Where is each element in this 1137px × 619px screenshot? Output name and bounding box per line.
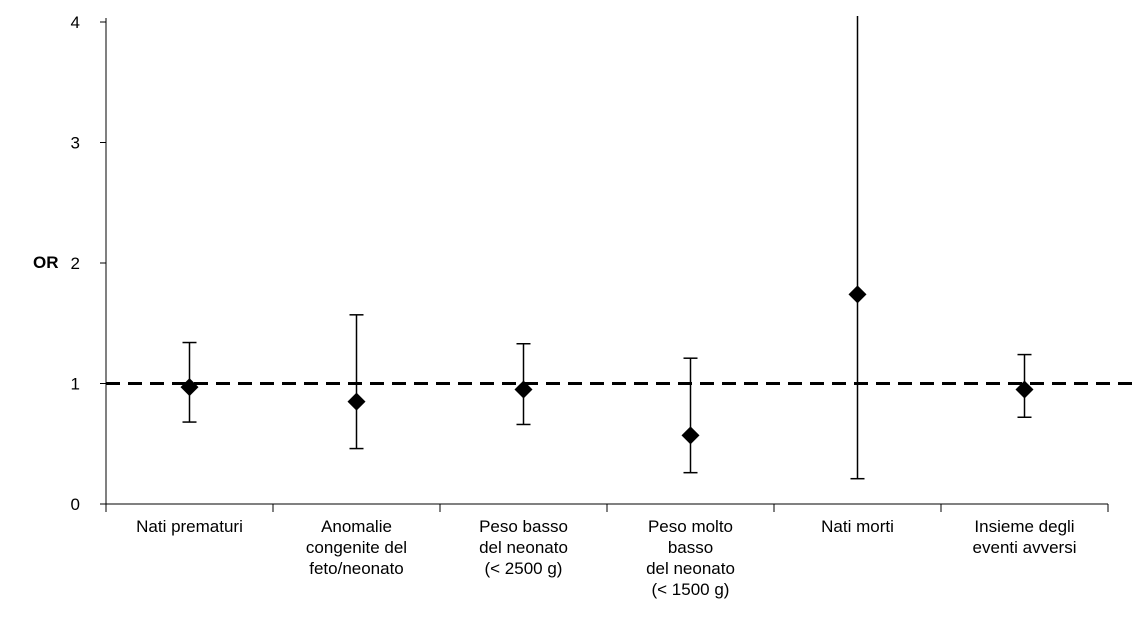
odds-ratio-point: [347, 392, 366, 411]
y-axis-label: OR: [33, 253, 59, 272]
y-tick-label: 2: [71, 254, 80, 273]
odds-ratio-point: [848, 285, 867, 304]
odds-ratio-point: [681, 426, 700, 445]
category-label-line: Peso molto: [648, 517, 733, 536]
category-label-line: eventi avversi: [973, 538, 1077, 557]
category-label-line: del neonato: [646, 559, 735, 578]
category-label: Nati morti: [821, 517, 894, 536]
category-label-line: congenite del: [306, 538, 407, 557]
category-label-line: (< 2500 g): [485, 559, 563, 578]
axes: 0 1 2 3 4: [71, 13, 1109, 514]
odds-ratio-point: [180, 378, 199, 397]
y-tick-label: 4: [71, 13, 80, 32]
category-label: Peso molto basso del neonato (< 1500 g): [646, 517, 735, 599]
category-label-line: Insieme degli: [974, 517, 1074, 536]
category-labels: Nati prematuri Anomalie congenite del feto/…: [136, 517, 1076, 599]
category-label-line: Nati prematuri: [136, 517, 243, 536]
category-label: Nati prematuri: [136, 517, 243, 536]
y-tick-label: 1: [71, 375, 80, 394]
category-label-line: (< 1500 g): [652, 580, 730, 599]
category-label-line: Peso basso: [479, 517, 568, 536]
y-tick-label: 0: [71, 495, 80, 514]
category-label-line: Nati morti: [821, 517, 894, 536]
category-label-line: basso: [668, 538, 713, 557]
odds-ratio-point: [1015, 380, 1034, 399]
category-label-line: feto/neonato: [309, 559, 404, 578]
odds-ratio-point: [514, 380, 533, 399]
data-marks: [180, 15, 1034, 480]
category-label-line: Anomalie: [321, 517, 392, 536]
category-label: Peso basso del neonato (< 2500 g): [479, 517, 568, 578]
category-label: Insieme degli eventi avversi: [973, 517, 1077, 557]
y-tick-label: 3: [71, 134, 80, 153]
category-label: Anomalie congenite del feto/neonato: [306, 517, 407, 578]
category-label-line: del neonato: [479, 538, 568, 557]
